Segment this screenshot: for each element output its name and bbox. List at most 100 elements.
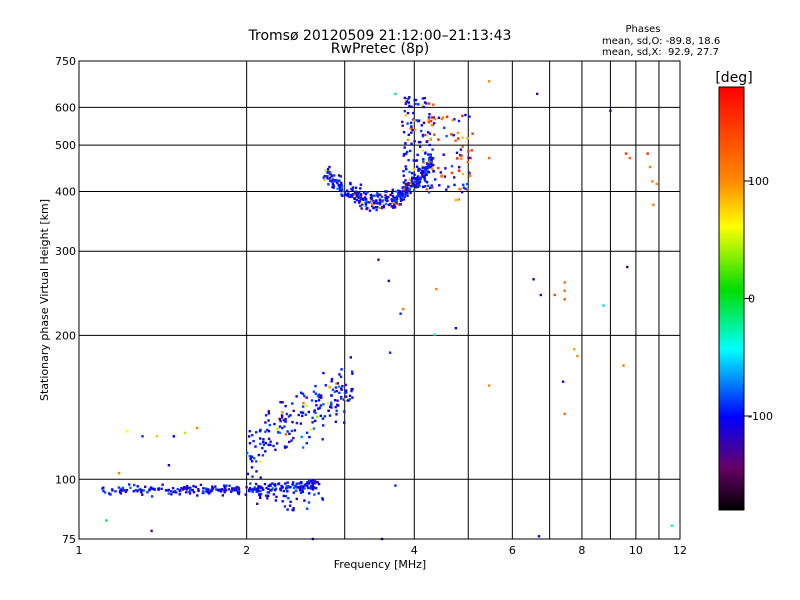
data-point — [222, 484, 226, 487]
data-point — [332, 178, 335, 181]
data-point — [227, 488, 231, 491]
data-point — [416, 185, 420, 189]
data-point — [301, 411, 305, 414]
data-point — [300, 435, 303, 439]
data-point — [331, 182, 335, 186]
data-point — [344, 398, 347, 401]
data-point — [334, 382, 338, 385]
data-point — [460, 154, 463, 157]
data-point — [264, 430, 267, 433]
data-point — [253, 457, 256, 460]
data-point — [427, 118, 430, 122]
data-point — [291, 483, 294, 486]
data-point — [415, 119, 418, 122]
data-point — [277, 431, 280, 434]
data-point — [372, 206, 375, 210]
data-point — [399, 193, 402, 196]
data-point — [316, 394, 319, 397]
data-point — [287, 415, 291, 418]
data-point — [393, 200, 396, 203]
data-point — [335, 413, 338, 416]
data-point — [315, 404, 318, 407]
data-point — [350, 370, 354, 373]
data-point — [232, 489, 235, 492]
data-point — [202, 490, 205, 493]
data-point — [283, 425, 286, 428]
data-point — [295, 497, 298, 501]
data-point — [361, 198, 364, 201]
data-point — [308, 492, 311, 495]
data-point — [602, 304, 605, 307]
data-point — [339, 375, 343, 378]
data-point — [422, 175, 426, 179]
data-point — [285, 412, 289, 416]
data-point — [422, 185, 425, 189]
data-point — [340, 181, 343, 185]
data-point — [402, 307, 405, 311]
data-point — [114, 490, 117, 493]
data-point — [437, 166, 440, 170]
data-point — [317, 492, 320, 495]
data-point — [405, 168, 408, 171]
data-point — [318, 406, 321, 410]
data-point — [287, 485, 290, 488]
data-point — [285, 487, 288, 490]
data-point — [357, 195, 360, 199]
data-point — [433, 117, 437, 121]
data-point — [427, 157, 431, 160]
data-point — [454, 139, 457, 142]
data-point — [286, 430, 289, 433]
data-point — [404, 165, 407, 168]
data-point — [425, 188, 429, 191]
data-point — [539, 293, 542, 297]
data-point — [134, 489, 138, 492]
data-point — [333, 174, 336, 177]
data-point — [428, 139, 431, 142]
data-point — [427, 153, 430, 156]
data-point — [354, 190, 357, 193]
x-axis-label: Frequency [MHz] — [334, 558, 426, 571]
data-point — [259, 437, 262, 440]
data-point — [245, 486, 248, 489]
data-point — [344, 395, 348, 398]
data-point — [326, 175, 329, 178]
data-point — [284, 482, 287, 485]
data-point — [402, 181, 405, 184]
data-point — [429, 155, 432, 158]
data-point — [307, 486, 310, 490]
data-point — [380, 195, 384, 198]
data-point — [319, 396, 323, 399]
data-point — [462, 186, 465, 189]
data-point — [176, 487, 179, 491]
data-point — [351, 396, 354, 399]
data-point — [191, 489, 194, 492]
data-point — [318, 393, 321, 396]
data-point — [299, 411, 303, 414]
data-point — [423, 185, 427, 188]
data-point — [302, 401, 305, 405]
data-point — [183, 486, 186, 489]
data-point — [400, 191, 404, 194]
data-point — [402, 188, 406, 191]
data-point — [304, 413, 307, 416]
data-points — [101, 80, 673, 541]
data-point — [269, 489, 272, 492]
data-point — [387, 279, 390, 283]
data-point — [120, 489, 124, 492]
data-point — [428, 163, 432, 166]
data-point — [237, 486, 240, 490]
data-point — [109, 493, 112, 496]
data-point — [343, 421, 346, 424]
data-point — [432, 163, 435, 167]
data-point — [301, 414, 304, 418]
data-point — [266, 497, 269, 500]
data-point — [424, 179, 427, 183]
data-point — [467, 156, 471, 160]
data-point — [340, 187, 343, 190]
data-point — [295, 395, 298, 398]
data-point — [189, 488, 192, 491]
data-point — [563, 281, 566, 284]
data-point — [338, 188, 342, 192]
data-point — [609, 109, 612, 112]
